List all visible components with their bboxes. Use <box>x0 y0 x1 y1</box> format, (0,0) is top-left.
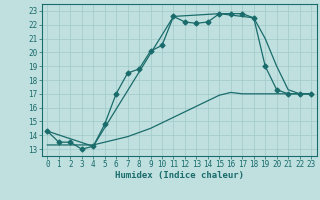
X-axis label: Humidex (Indice chaleur): Humidex (Indice chaleur) <box>115 171 244 180</box>
